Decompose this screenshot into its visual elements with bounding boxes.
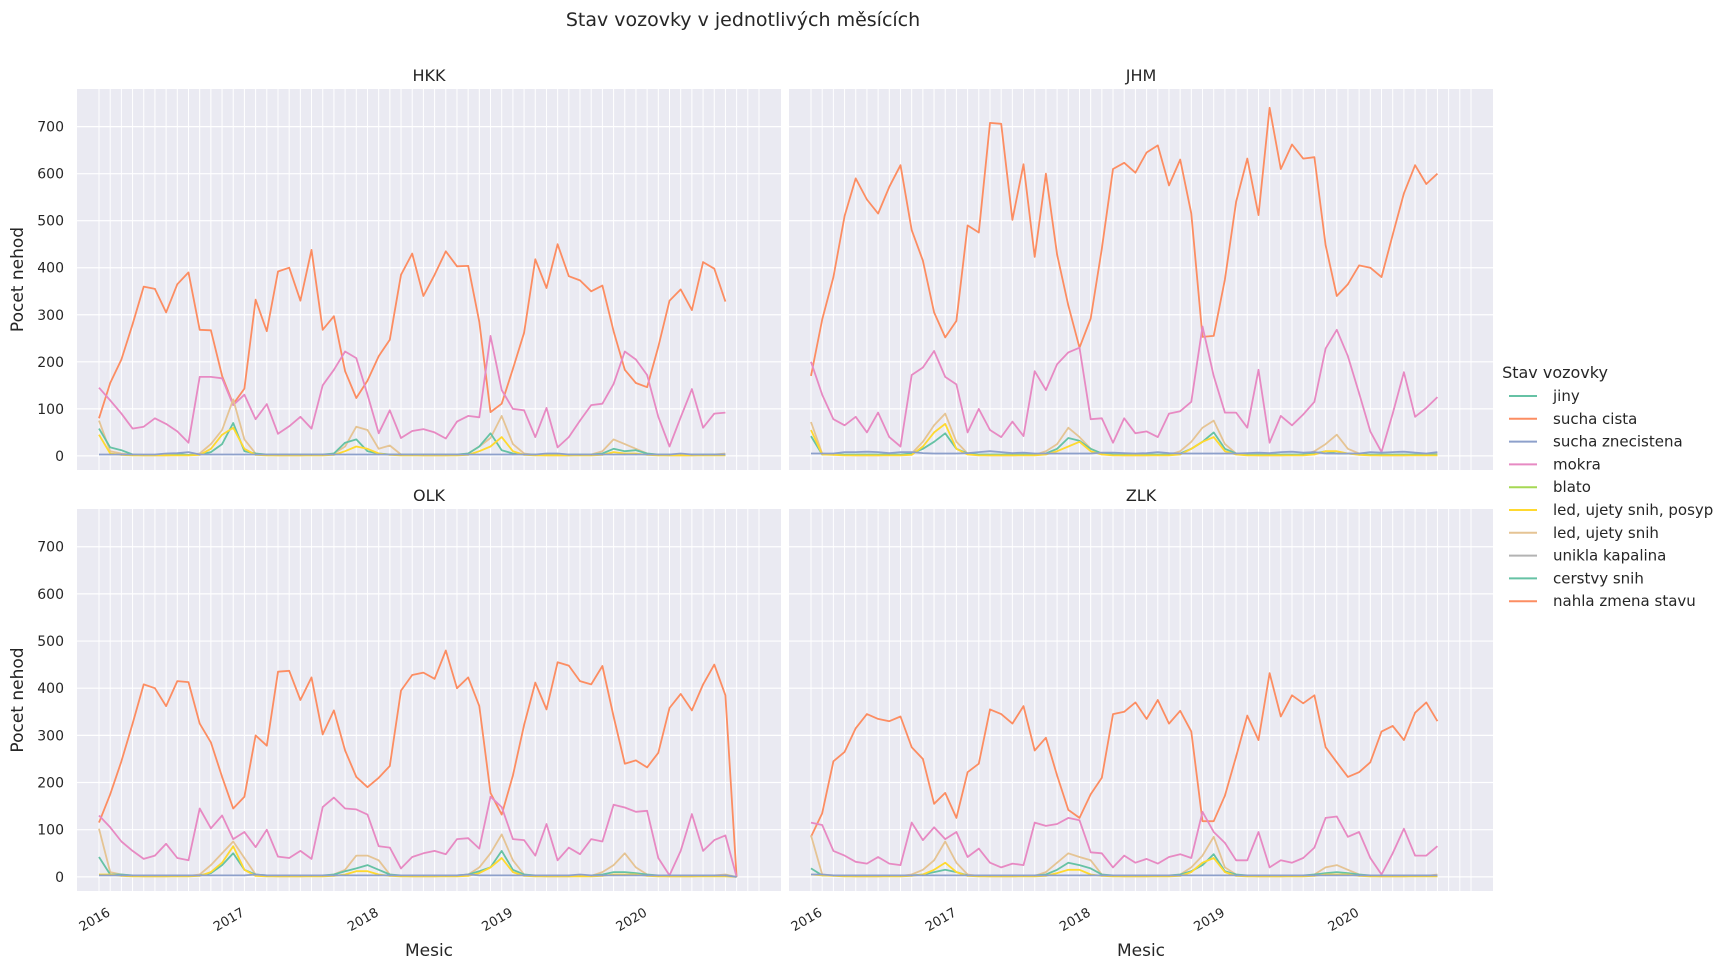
legend-label: unikla kapalina — [1553, 547, 1666, 565]
y-tick-label: 300 — [37, 728, 64, 744]
panel-jhm: JHM — [789, 66, 1493, 470]
x-tick-label: 2016 — [789, 905, 825, 935]
figure-title: Stav vozovky v jednotlivých měsících — [566, 9, 920, 31]
legend-item: mokra — [1509, 455, 1601, 473]
x-tick-label: 2020 — [1326, 905, 1362, 935]
legend-item: led, ujety snih, posyp — [1509, 501, 1713, 519]
legend: Stav vozovky jiny sucha cista sucha znecis… — [1502, 363, 1713, 610]
x-tick-label: 2019 — [1192, 905, 1228, 935]
y-tick-label: 100 — [37, 402, 64, 418]
y-tick-label: 200 — [37, 776, 64, 792]
y-axis-label: Pocet nehod — [8, 227, 28, 332]
series-line-sucha-znecistena — [811, 450, 1438, 455]
panel-title: OLK — [413, 486, 446, 505]
legend-title: Stav vozovky — [1502, 363, 1608, 382]
legend-item: cerstvy snih — [1509, 569, 1644, 587]
panel-hkk: 0 100 200 300 400 500 600 700 Pocet nehod HKK — [8, 66, 781, 470]
series-line-sucha-znecistena — [99, 451, 726, 456]
legend-label: led, ujety snih, posyp — [1553, 501, 1713, 519]
x-axis-label: Mesic — [405, 941, 453, 961]
y-tick-label: 400 — [37, 681, 64, 697]
x-tick-label: 2019 — [480, 905, 516, 935]
legend-label: jiny — [1552, 387, 1580, 405]
y-tick-label: 0 — [55, 870, 64, 886]
y-axis-label: Pocet nehod — [8, 647, 28, 752]
y-tick-label: 600 — [37, 587, 64, 603]
x-tick-label: 2017 — [211, 905, 247, 935]
y-tick-label: 200 — [37, 355, 64, 371]
legend-item: led, ujety snih — [1509, 524, 1659, 542]
legend-item: jiny — [1509, 387, 1580, 405]
panel-zlk: 2016 2017 2018 2019 2020 Mesic ZLK — [789, 486, 1493, 961]
legend-item: sucha znecistena — [1509, 433, 1683, 451]
plot-background — [789, 89, 1493, 470]
y-tick-label: 700 — [37, 540, 64, 556]
x-tick-label: 2017 — [923, 905, 959, 935]
plot-background — [77, 509, 781, 891]
legend-label: led, ujety snih — [1553, 524, 1659, 542]
y-tick-label: 600 — [37, 167, 64, 183]
x-tick-label: 2020 — [614, 905, 650, 935]
x-tick-label: 2018 — [345, 905, 381, 935]
series-line-sucha-znecistena — [99, 873, 737, 878]
legend-item: sucha cista — [1509, 410, 1637, 428]
legend-label: nahla zmena stavu — [1553, 592, 1696, 610]
series-line-sucha-cista — [810, 106, 1439, 377]
series-line-mokra — [810, 325, 1439, 454]
series-line-sucha-cista — [810, 672, 1439, 838]
series-line-sucha-cista — [98, 649, 738, 877]
legend-item: nahla zmena stavu — [1509, 592, 1696, 610]
y-tick-label: 500 — [37, 634, 64, 650]
y-tick-label: 0 — [55, 449, 64, 465]
y-tick-label: 100 — [37, 823, 64, 839]
y-tick-label: 400 — [37, 261, 64, 277]
legend-label: blato — [1553, 478, 1591, 496]
x-tick-label: 2016 — [77, 905, 113, 935]
series-line-sucha-cista — [98, 243, 727, 419]
series-line-mokra — [98, 795, 738, 878]
y-tick-label: 500 — [37, 214, 64, 230]
panel-olk: 0 100 200 300 400 500 600 700 2016 2017 2018 2019 20… — [8, 486, 781, 961]
y-tick-label: 700 — [37, 120, 64, 136]
series-line-mokra — [98, 334, 726, 449]
legend-label: cerstvy snih — [1553, 569, 1644, 587]
panel-title: ZLK — [1126, 486, 1157, 505]
y-tick-label: 300 — [37, 308, 64, 324]
legend-item: unikla kapalina — [1509, 547, 1666, 565]
plot-background — [789, 509, 1493, 891]
panel-title: JHM — [1125, 66, 1157, 85]
panel-title: HKK — [412, 66, 446, 85]
legend-label: mokra — [1553, 455, 1601, 473]
legend-item: blato — [1509, 478, 1591, 496]
series-line-mokra — [810, 810, 1438, 876]
legend-label: sucha znecistena — [1553, 433, 1683, 451]
x-axis-label: Mesic — [1117, 941, 1165, 961]
series-line-sucha-znecistena — [811, 873, 1438, 877]
legend-label: sucha cista — [1553, 410, 1637, 428]
x-tick-label: 2018 — [1057, 905, 1093, 935]
